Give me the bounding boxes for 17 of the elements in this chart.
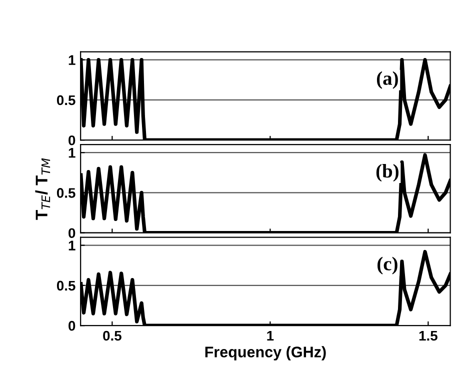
y-tick-label: 0.5	[56, 188, 76, 198]
y-tick-label: 1	[68, 240, 76, 250]
annotation: (b)	[376, 164, 398, 182]
y-tick-label: 0.5	[56, 95, 76, 106]
y-tick-label: 0	[68, 320, 76, 331]
annotation: (c)	[378, 256, 398, 274]
x-tick-label: 1	[267, 330, 274, 341]
x-tick-label: 1.5	[419, 330, 438, 341]
y-tick-label: 0	[68, 228, 76, 238]
y-tick-label: 1	[68, 55, 76, 65]
y-tick-label: 0	[68, 135, 76, 146]
y-tick-label: 0.5	[56, 280, 76, 291]
annotation: (a)	[376, 71, 398, 89]
y-axis-title: T$_{TE}$/ T$_{TM}$	[35, 158, 50, 220]
y-tick-label: 1	[68, 148, 76, 158]
x-tick-label: 0.5	[103, 330, 122, 341]
x-axis-title: Frequency (GHz)	[205, 346, 326, 360]
